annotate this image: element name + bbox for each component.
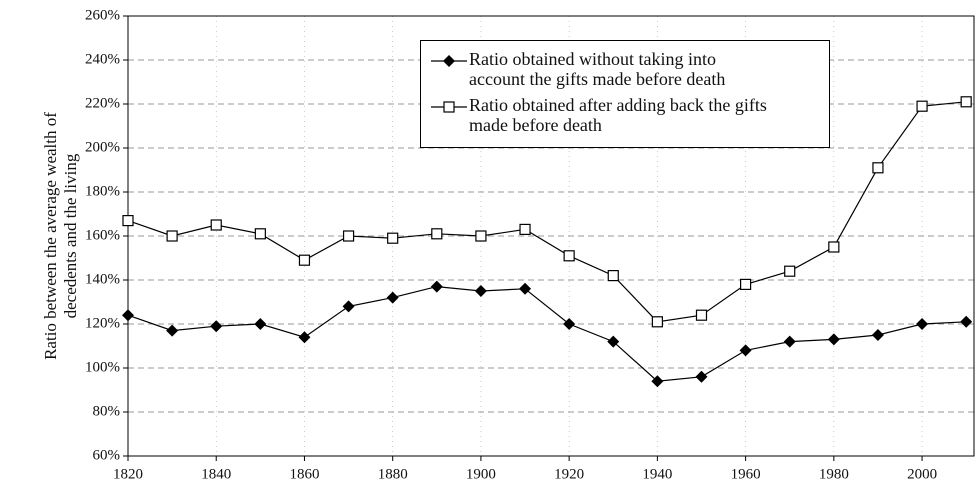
marker [607,335,620,348]
x-tick-label: 1920 [554,466,584,482]
y-tick-label: 60% [93,447,121,463]
marker [254,318,267,330]
marker [210,219,222,231]
legend-label: Ratio obtained without taking into accou… [469,49,726,89]
y-tick-label: 180% [85,183,120,199]
marker [386,291,399,304]
marker [563,318,576,330]
x-tick-label: 1980 [819,466,849,482]
marker [563,250,575,262]
y-tick-label: 220% [85,95,120,111]
y-tick-label: 160% [85,227,120,243]
marker [430,280,443,293]
y-axis-label: decedents and the living [61,153,80,318]
legend-symbol [431,55,467,67]
marker [827,333,840,346]
x-tick-label: 1900 [466,466,496,482]
legend-label: Ratio obtained after adding back the gif… [469,95,767,135]
marker [387,232,399,244]
marker [519,223,531,235]
marker [431,228,443,240]
legend-entry: Ratio obtained after adding back the gif… [429,95,821,135]
marker [122,309,134,322]
marker [342,300,355,313]
legend-entry: Ratio obtained without taking into accou… [429,49,821,89]
x-tick-label: 1880 [378,466,408,482]
marker [474,285,487,297]
x-tick-label: 1960 [731,466,761,482]
marker [122,215,134,227]
marker [443,55,455,67]
series-line [127,101,967,323]
marker [695,309,708,321]
marker [298,331,311,344]
y-tick-label: 140% [85,271,120,287]
marker [739,344,752,357]
marker [443,101,455,113]
y-tick-label: 200% [85,139,120,155]
legend: Ratio obtained without taking into accou… [420,40,830,148]
marker [298,254,311,266]
marker [519,282,532,295]
x-tick-label: 2000 [907,466,937,482]
marker [916,100,928,112]
marker [651,316,663,328]
marker [651,375,664,388]
x-tick-label: 1820 [113,466,143,482]
y-tick-label: 240% [85,51,120,67]
marker [784,265,796,277]
marker [960,315,973,328]
marker [740,278,752,290]
marker [254,228,266,240]
marker [166,324,179,337]
series-line [127,285,967,382]
marker [342,230,355,242]
marker [871,329,884,341]
marker [695,370,708,383]
marker [210,320,223,333]
marker [783,335,796,348]
x-tick-label: 1840 [201,466,231,482]
y-tick-label: 100% [85,359,120,375]
x-tick-label: 1940 [642,466,672,482]
marker [960,96,972,108]
marker [166,230,178,242]
y-axis-label: Ratio between the average wealth of [41,112,60,360]
marker [475,230,487,242]
marker [872,162,884,174]
y-tick-label: 120% [85,315,120,331]
plot-frame [127,15,975,457]
marker [828,241,840,253]
marker [607,270,619,282]
x-tick-label: 1860 [289,466,319,482]
y-tick-label: 260% [85,7,120,23]
y-tick-label: 80% [93,403,121,419]
legend-symbol [431,101,467,113]
marker [916,318,929,330]
